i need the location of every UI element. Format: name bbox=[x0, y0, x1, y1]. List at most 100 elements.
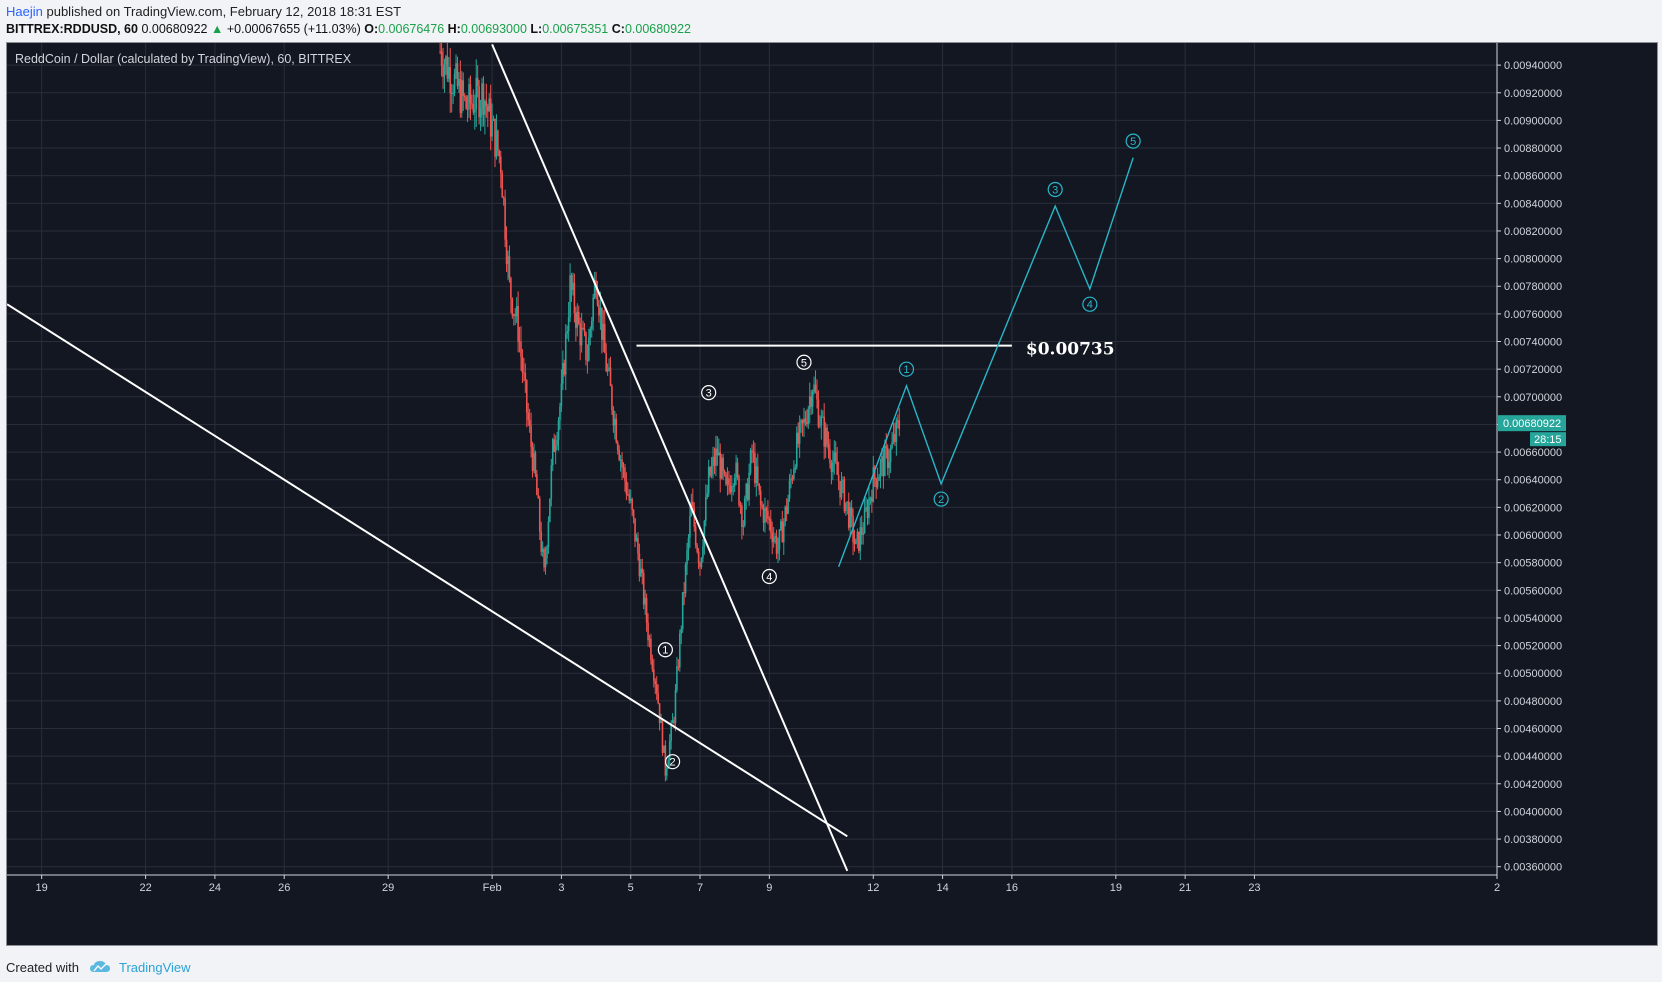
candle-body bbox=[501, 173, 504, 198]
candle-body bbox=[510, 278, 512, 299]
candle-body bbox=[712, 456, 714, 467]
x-tick-label: Feb bbox=[483, 882, 502, 894]
candle-body bbox=[453, 74, 456, 93]
candle-body bbox=[897, 420, 899, 422]
x-tick-label: 3 bbox=[558, 882, 564, 894]
candle-body bbox=[764, 508, 766, 523]
projected-wave-label: 5 bbox=[1125, 133, 1141, 149]
candles bbox=[439, 43, 901, 782]
candle-body bbox=[549, 498, 551, 522]
author-link[interactable]: Haejin bbox=[6, 4, 43, 19]
candle-body bbox=[654, 680, 657, 684]
candle-body bbox=[459, 79, 462, 113]
candle-body bbox=[878, 476, 880, 481]
x-tick-label: 24 bbox=[209, 882, 221, 894]
candle-body bbox=[677, 666, 680, 668]
candle-body bbox=[881, 456, 883, 463]
candle-body bbox=[761, 504, 763, 508]
candle-body bbox=[538, 498, 541, 532]
countdown-tag bbox=[1530, 432, 1566, 447]
candle-body bbox=[816, 391, 818, 400]
candle-body bbox=[615, 418, 618, 443]
candle-body bbox=[637, 537, 639, 554]
candle-body bbox=[808, 396, 811, 409]
candle-body bbox=[536, 474, 538, 496]
x-tick-label: 5 bbox=[628, 882, 634, 894]
candle-body bbox=[791, 478, 794, 480]
candle-body bbox=[888, 461, 890, 469]
candle-body bbox=[492, 118, 495, 121]
candle-body bbox=[684, 564, 687, 594]
candle-body bbox=[489, 98, 492, 137]
candle-body bbox=[876, 480, 879, 488]
tradingview-link[interactable]: TradingView bbox=[118, 959, 191, 975]
candle-body bbox=[889, 447, 892, 462]
candle-body bbox=[475, 77, 478, 110]
change-value: +0.00067655 (+11.03%) bbox=[226, 22, 361, 36]
y-tick-label: 0.00820000 bbox=[1504, 226, 1562, 238]
projected-wave-label: 2 bbox=[933, 491, 949, 507]
candle-body bbox=[638, 553, 641, 577]
candle-body bbox=[833, 452, 836, 463]
candle-body bbox=[648, 638, 651, 641]
y-tick-label: 0.00660000 bbox=[1504, 447, 1562, 459]
candle-body bbox=[746, 483, 749, 500]
candle-body bbox=[849, 507, 851, 528]
candle-body bbox=[787, 498, 789, 514]
candle-body bbox=[622, 467, 625, 469]
y-tick-label: 0.00380000 bbox=[1504, 834, 1562, 846]
tradingview-logo-icon bbox=[89, 961, 110, 972]
candle-body bbox=[612, 409, 615, 426]
candle-body bbox=[850, 507, 853, 517]
candle-body bbox=[632, 509, 635, 519]
high-value: 0.00693000 bbox=[460, 22, 527, 36]
candle-body bbox=[557, 420, 560, 440]
candle-body bbox=[562, 362, 564, 384]
candle-body bbox=[723, 470, 726, 474]
candle-body bbox=[473, 109, 476, 113]
x-tick-label: 2 bbox=[1494, 882, 1500, 894]
candle-body bbox=[726, 478, 729, 485]
y-tick-label: 0.00500000 bbox=[1504, 668, 1562, 680]
price-chart[interactable]: 0.00360000 0.00380000 0.00400000 0.00420000… bbox=[7, 43, 1657, 945]
candle-body bbox=[671, 720, 674, 724]
candle-body bbox=[673, 720, 675, 724]
y-tick-label: 0.00880000 bbox=[1504, 143, 1562, 155]
candle-body bbox=[440, 51, 443, 67]
wave-label-circle bbox=[1082, 296, 1098, 312]
last-price: 0.00680922 bbox=[141, 22, 208, 36]
candle-body bbox=[653, 669, 655, 681]
candle-body bbox=[588, 337, 590, 361]
candle-body bbox=[699, 562, 701, 568]
candle-body bbox=[627, 494, 629, 496]
candle-body bbox=[642, 572, 645, 605]
candle-body bbox=[494, 118, 496, 157]
candle-body bbox=[748, 472, 750, 500]
candle-body bbox=[635, 537, 638, 542]
candle-body bbox=[679, 633, 681, 668]
candle-body bbox=[790, 478, 792, 481]
y-tick-label: 0.00800000 bbox=[1504, 254, 1562, 266]
candle-body bbox=[520, 341, 522, 357]
candle-body bbox=[710, 466, 713, 476]
candle-body bbox=[455, 63, 457, 75]
candle-body bbox=[592, 297, 594, 321]
y-tick-label: 0.00840000 bbox=[1504, 198, 1562, 210]
candle-body bbox=[462, 80, 465, 96]
candle-body bbox=[751, 450, 753, 452]
completed-wave-label: 4 bbox=[761, 568, 777, 585]
candle-body bbox=[609, 367, 612, 387]
candle-body bbox=[593, 280, 596, 298]
candle-body bbox=[706, 493, 709, 498]
candle-body bbox=[872, 467, 875, 502]
candle-body bbox=[476, 77, 479, 87]
candle-body bbox=[814, 384, 817, 392]
x-tick-label: 23 bbox=[1248, 882, 1260, 894]
lower-trendline bbox=[7, 303, 848, 838]
candle-body bbox=[807, 408, 810, 424]
candle-body bbox=[468, 84, 470, 110]
chart-frame[interactable]: 0.00360000 0.00380000 0.00400000 0.00420000… bbox=[6, 42, 1658, 946]
completed-wave-label: 1 bbox=[657, 642, 673, 658]
candle-body bbox=[697, 551, 700, 563]
candle-body bbox=[674, 690, 677, 724]
